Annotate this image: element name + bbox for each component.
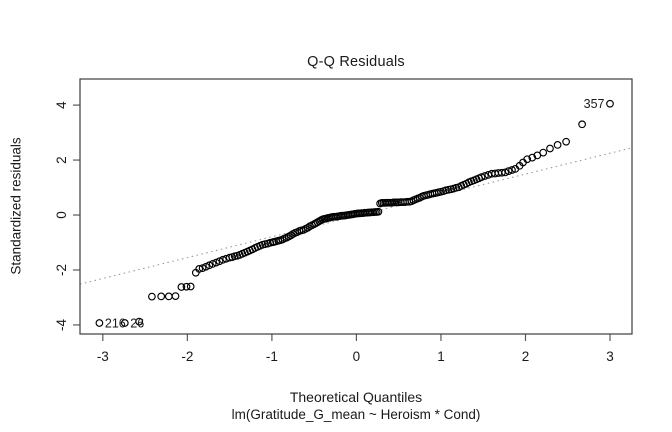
y-axis-label: Standardized residuals xyxy=(8,137,24,275)
x-tick-label: 0 xyxy=(353,349,361,364)
data-point xyxy=(504,167,513,175)
data-point xyxy=(508,166,516,174)
plot-box xyxy=(79,78,633,335)
data-point xyxy=(205,261,214,270)
outlier-label: 216 xyxy=(105,317,126,331)
data-point xyxy=(157,292,166,301)
data-point xyxy=(523,155,532,164)
data-point xyxy=(528,153,537,162)
x-tick-label: 3 xyxy=(606,349,614,364)
data-point xyxy=(135,317,144,326)
data-point xyxy=(477,173,486,181)
data-point xyxy=(171,292,180,300)
data-point xyxy=(208,260,217,268)
data-point xyxy=(553,141,562,149)
outlier-point xyxy=(95,319,104,327)
x-tick-label: -2 xyxy=(181,349,193,364)
data-point xyxy=(374,207,383,216)
model-formula-subtitle: lm(Gratitude_G_mean ~ Heroism * Cond) xyxy=(231,407,481,422)
data-point xyxy=(219,255,227,264)
y-tick-label: 2 xyxy=(54,156,69,164)
x-tick-label: 2 xyxy=(522,349,530,364)
data-point xyxy=(164,292,173,301)
y-tick-label: 0 xyxy=(54,211,69,219)
outlier-label: 357 xyxy=(584,97,605,111)
data-point xyxy=(198,264,207,272)
x-tick-label: -1 xyxy=(266,349,278,364)
data-point xyxy=(195,265,204,273)
data-point xyxy=(287,231,295,240)
data-point xyxy=(539,148,548,157)
x-tick-label: 1 xyxy=(437,349,445,364)
outlier-point xyxy=(606,99,614,108)
data-point xyxy=(562,137,570,146)
outlier-point xyxy=(120,319,129,327)
data-point xyxy=(546,144,554,153)
data-point xyxy=(578,120,586,129)
data-point xyxy=(186,282,195,291)
y-tick-label: -4 xyxy=(54,318,69,330)
data-point xyxy=(303,223,312,232)
y-tick-label: 4 xyxy=(54,101,69,109)
x-tick-label: -3 xyxy=(97,349,109,364)
data-point xyxy=(177,283,186,291)
x-axis-label: Theoretical Quantiles xyxy=(289,389,423,405)
data-point xyxy=(481,172,489,180)
data-point xyxy=(215,257,224,266)
outlier-label: 26 xyxy=(130,317,144,331)
chart-title: Q-Q Residuals xyxy=(307,54,405,70)
y-tick-label: -2 xyxy=(54,264,69,276)
data-point xyxy=(182,282,191,291)
data-point xyxy=(148,292,156,301)
data-point xyxy=(501,168,510,177)
data-point xyxy=(212,258,220,267)
